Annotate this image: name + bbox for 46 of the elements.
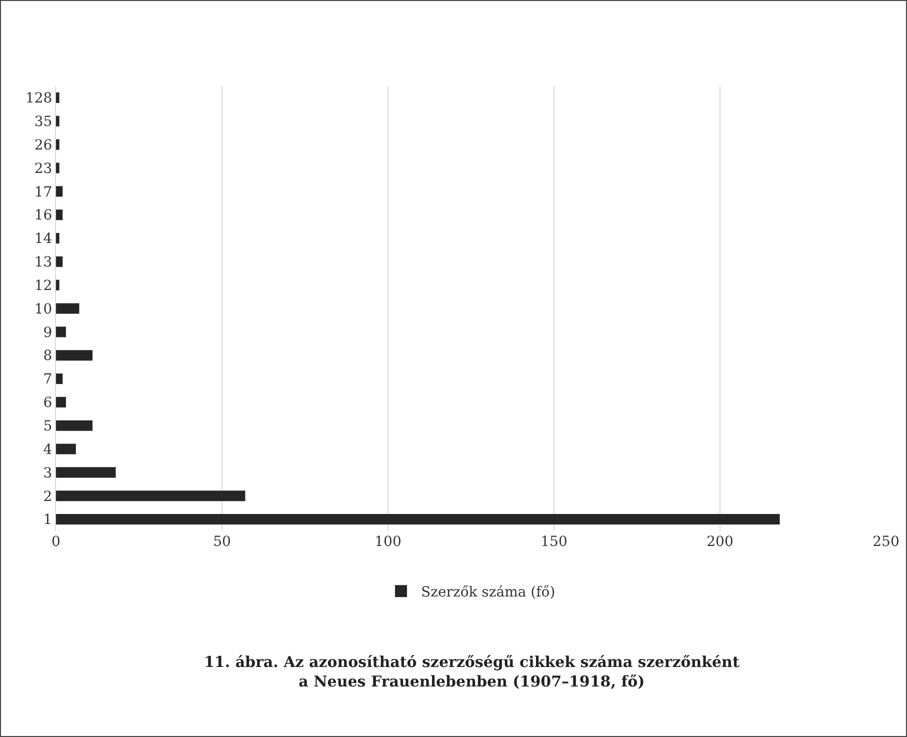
y-tick-label: 128 xyxy=(25,90,52,107)
bar xyxy=(56,444,76,454)
legend-label: Szerzők száma (fő) xyxy=(421,584,556,601)
y-tick-label: 14 xyxy=(34,231,52,248)
y-tick-label: 2 xyxy=(43,488,52,505)
bar xyxy=(56,116,60,126)
y-tick-label: 35 xyxy=(34,114,52,130)
y-tick-label: 8 xyxy=(43,348,52,364)
bar xyxy=(56,514,780,525)
bar xyxy=(56,280,60,290)
x-tick-label: 100 xyxy=(374,534,402,550)
y-tick-label: 23 xyxy=(34,160,52,177)
bar xyxy=(56,396,66,408)
bar xyxy=(56,373,63,384)
bar xyxy=(56,350,93,361)
y-tick-label: 3 xyxy=(43,465,52,482)
y-tick-label: 4 xyxy=(43,442,52,458)
bar xyxy=(56,467,116,478)
bar xyxy=(56,303,80,314)
bar xyxy=(56,210,63,220)
bar xyxy=(56,139,60,150)
y-tick-label: 5 xyxy=(43,418,52,435)
x-tick-label: 0 xyxy=(52,534,60,550)
bar xyxy=(56,232,60,244)
y-tick-label: 26 xyxy=(34,137,52,154)
y-tick-label: 6 xyxy=(43,395,52,412)
y-tick-label: 12 xyxy=(34,278,52,294)
bar xyxy=(56,490,246,502)
bar xyxy=(56,256,63,267)
y-tick-label: 1 xyxy=(43,512,52,528)
y-tick-label: 9 xyxy=(43,324,52,341)
y-tick-label: 13 xyxy=(34,254,52,271)
y-tick-label: 10 xyxy=(34,301,52,318)
bar xyxy=(56,162,60,174)
x-tick-label: 50 xyxy=(213,534,231,550)
x-tick-label: 200 xyxy=(706,534,734,550)
x-tick-label: 250 xyxy=(872,534,900,550)
y-tick-label: 16 xyxy=(34,208,52,224)
y-tick-label: 7 xyxy=(43,372,52,388)
bar xyxy=(56,326,66,338)
bar xyxy=(56,420,93,431)
y-tick-label: 17 xyxy=(34,184,52,200)
text: 11. ábra. Az azonosítható szerzőségű cikkek száma szerzőnként a Neues Frauenlebenben (1907–1918, fő) xyxy=(204,653,740,690)
bar xyxy=(56,186,63,197)
x-tick-label: 150 xyxy=(540,534,568,550)
bar xyxy=(56,92,60,103)
